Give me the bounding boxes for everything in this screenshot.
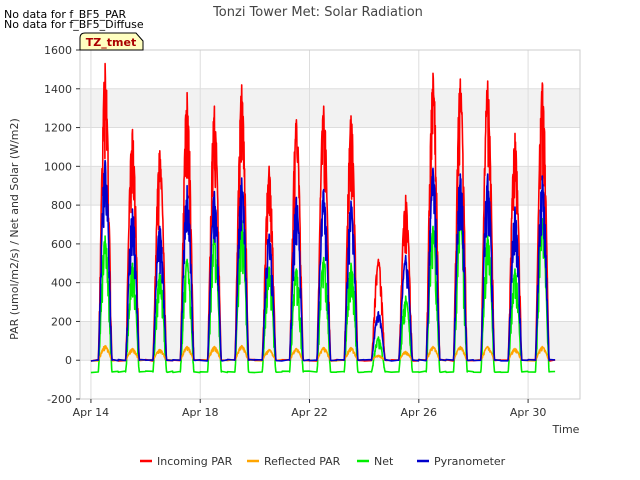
x-tick-label: Apr 18 (182, 406, 219, 419)
legend-item-pyranometer: Pyranometer (417, 455, 506, 468)
badge-label: TZ_tmet (86, 36, 136, 49)
y-tick-label: 400 (51, 277, 72, 290)
y-tick-label: -200 (47, 393, 72, 406)
legend: Incoming PAR Reflected PAR Net Pyranometer (140, 455, 506, 468)
x-axis-ticks: Apr 14 Apr 18 Apr 22 Apr 26 Apr 30 (73, 399, 547, 419)
legend-item-reflected-par: Reflected PAR (247, 455, 341, 468)
legend-label: Pyranometer (434, 455, 506, 468)
y-tick-label: 1600 (44, 44, 72, 57)
series-line-reflected-par (90, 344, 556, 362)
y-tick-label: 1200 (44, 122, 72, 135)
x-tick-label: Apr 26 (401, 406, 438, 419)
y-tick-label: 200 (51, 315, 72, 328)
grid-band (80, 88, 580, 128)
legend-label: Reflected PAR (264, 455, 341, 468)
legend-item-incoming-par: Incoming PAR (140, 455, 233, 468)
y-tick-label: 800 (51, 199, 72, 212)
plot-background (80, 50, 580, 399)
y-tick-label: 1400 (44, 83, 72, 96)
legend-label: Net (374, 455, 394, 468)
no-data-note-par: No data for f_BF5_PAR (4, 8, 127, 21)
y-axis-label: PAR (umol/m2/s) / Net and Solar (W/m2) (8, 118, 21, 340)
y-axis-ticks: -200 0 200 400 600 800 1000 1200 1400 1600 (44, 44, 80, 406)
x-tick-label: Apr 22 (291, 406, 328, 419)
legend-item-net: Net (357, 455, 394, 468)
tz-tmet-badge: TZ_tmet (79, 32, 144, 51)
x-tick-label: Apr 14 (73, 406, 110, 419)
y-tick-label: 0 (65, 354, 72, 367)
plot-frame (79, 49, 581, 400)
y-tick-label: 1000 (44, 160, 72, 173)
grid-band (80, 166, 580, 206)
series-line-pyranometer (90, 159, 556, 362)
x-axis-label: Time (552, 423, 580, 436)
badge-shape (79, 32, 144, 51)
legend-label: Incoming PAR (157, 455, 233, 468)
y-tick-label: 600 (51, 238, 72, 251)
series-lines (90, 62, 556, 374)
no-data-note-diffuse: No data for f_BF5_Diffuse (4, 18, 144, 31)
x-tick-label: Apr 30 (510, 406, 547, 419)
chart-title: Tonzi Tower Met: Solar Radiation (212, 5, 423, 20)
